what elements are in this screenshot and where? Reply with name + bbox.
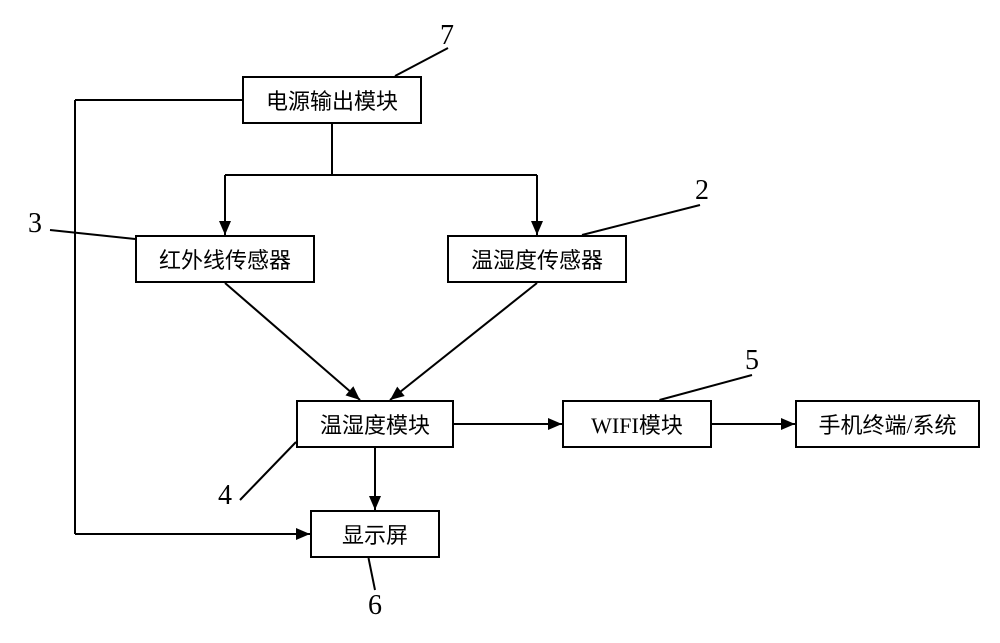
node-phone-label: 手机终端/系统 xyxy=(818,408,956,440)
node-ir: 红外线传感器 xyxy=(135,235,315,283)
node-power: 电源输出模块 xyxy=(242,76,422,124)
node-module-label: 温湿度模块 xyxy=(320,408,430,440)
node-ir-label: 红外线传感器 xyxy=(159,243,291,275)
callout-label-3: 3 xyxy=(28,208,42,240)
node-phone: 手机终端/系统 xyxy=(795,400,980,448)
node-wifi-label: WIFI模块 xyxy=(591,408,683,440)
callout-label-7: 7 xyxy=(440,20,454,52)
callout-label-2: 2 xyxy=(695,175,709,207)
node-wifi: WIFI模块 xyxy=(562,400,712,448)
node-th: 温湿度传感器 xyxy=(447,235,627,283)
node-th-label: 温湿度传感器 xyxy=(471,243,603,275)
node-module: 温湿度模块 xyxy=(296,400,454,448)
callout-label-4: 4 xyxy=(218,480,232,512)
callout-label-6: 6 xyxy=(368,590,382,622)
edges-layer xyxy=(0,0,1000,643)
callout-label-5: 5 xyxy=(745,345,759,377)
node-display-label: 显示屏 xyxy=(342,518,408,550)
node-display: 显示屏 xyxy=(310,510,440,558)
node-power-label: 电源输出模块 xyxy=(266,84,398,116)
diagram-canvas: 电源输出模块 红外线传感器 温湿度传感器 温湿度模块 WIFI模块 手机终端/系… xyxy=(0,0,1000,643)
